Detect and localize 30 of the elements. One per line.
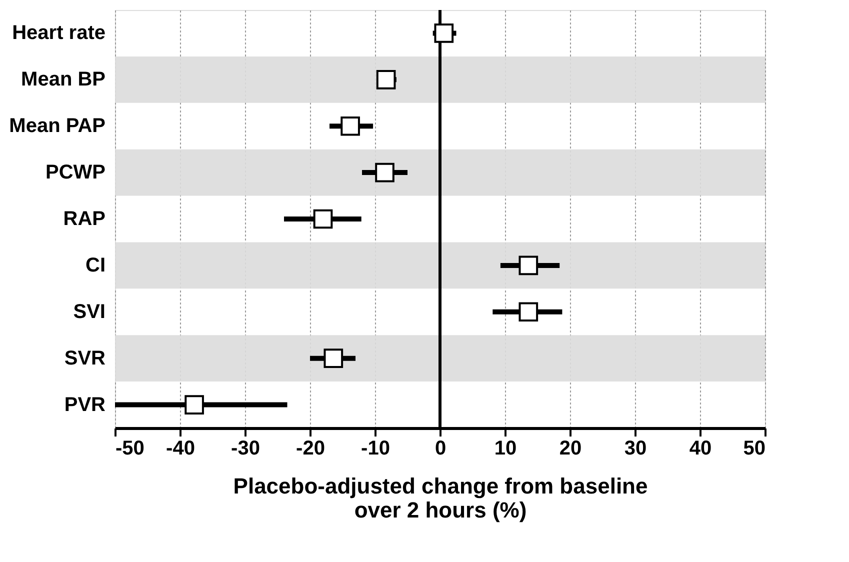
x-tick-label: -30 bbox=[231, 438, 260, 460]
x-tick-label: -20 bbox=[296, 438, 325, 460]
y-tick-label: Heart rate bbox=[12, 22, 106, 44]
y-tick-label: Mean PAP bbox=[9, 115, 106, 138]
y-tick-label: SVR bbox=[64, 347, 106, 370]
x-axis-title: Placebo-adjusted change from baseline over 2 hours (%) bbox=[233, 474, 648, 522]
x-tick-label: 30 bbox=[624, 438, 647, 460]
point bbox=[376, 70, 396, 90]
x-tick-label: -50 bbox=[116, 438, 144, 460]
point bbox=[324, 348, 344, 368]
point bbox=[375, 162, 394, 182]
x-tick-label: -40 bbox=[166, 438, 195, 460]
x-tick-label: 50 bbox=[743, 438, 766, 460]
y-tick-label: PVR bbox=[64, 394, 106, 416]
point bbox=[518, 256, 538, 276]
x-tick-label: -10 bbox=[361, 438, 390, 460]
x-tick-label: 20 bbox=[559, 438, 582, 460]
point bbox=[518, 302, 538, 322]
x-tick-label: 10 bbox=[494, 438, 517, 460]
point bbox=[340, 116, 360, 136]
point bbox=[313, 209, 333, 229]
y-tick-label: Mean BP bbox=[21, 68, 106, 91]
point bbox=[434, 24, 454, 43]
x-tick-label: 40 bbox=[689, 438, 712, 460]
y-tick-label: CI bbox=[86, 254, 106, 276]
y-tick-label: SVI bbox=[73, 300, 106, 323]
x-tick-label: 0 bbox=[434, 438, 446, 460]
y-tick-label: RAP bbox=[63, 208, 106, 230]
y-tick-label: PCWP bbox=[46, 162, 106, 184]
point bbox=[184, 395, 204, 414]
